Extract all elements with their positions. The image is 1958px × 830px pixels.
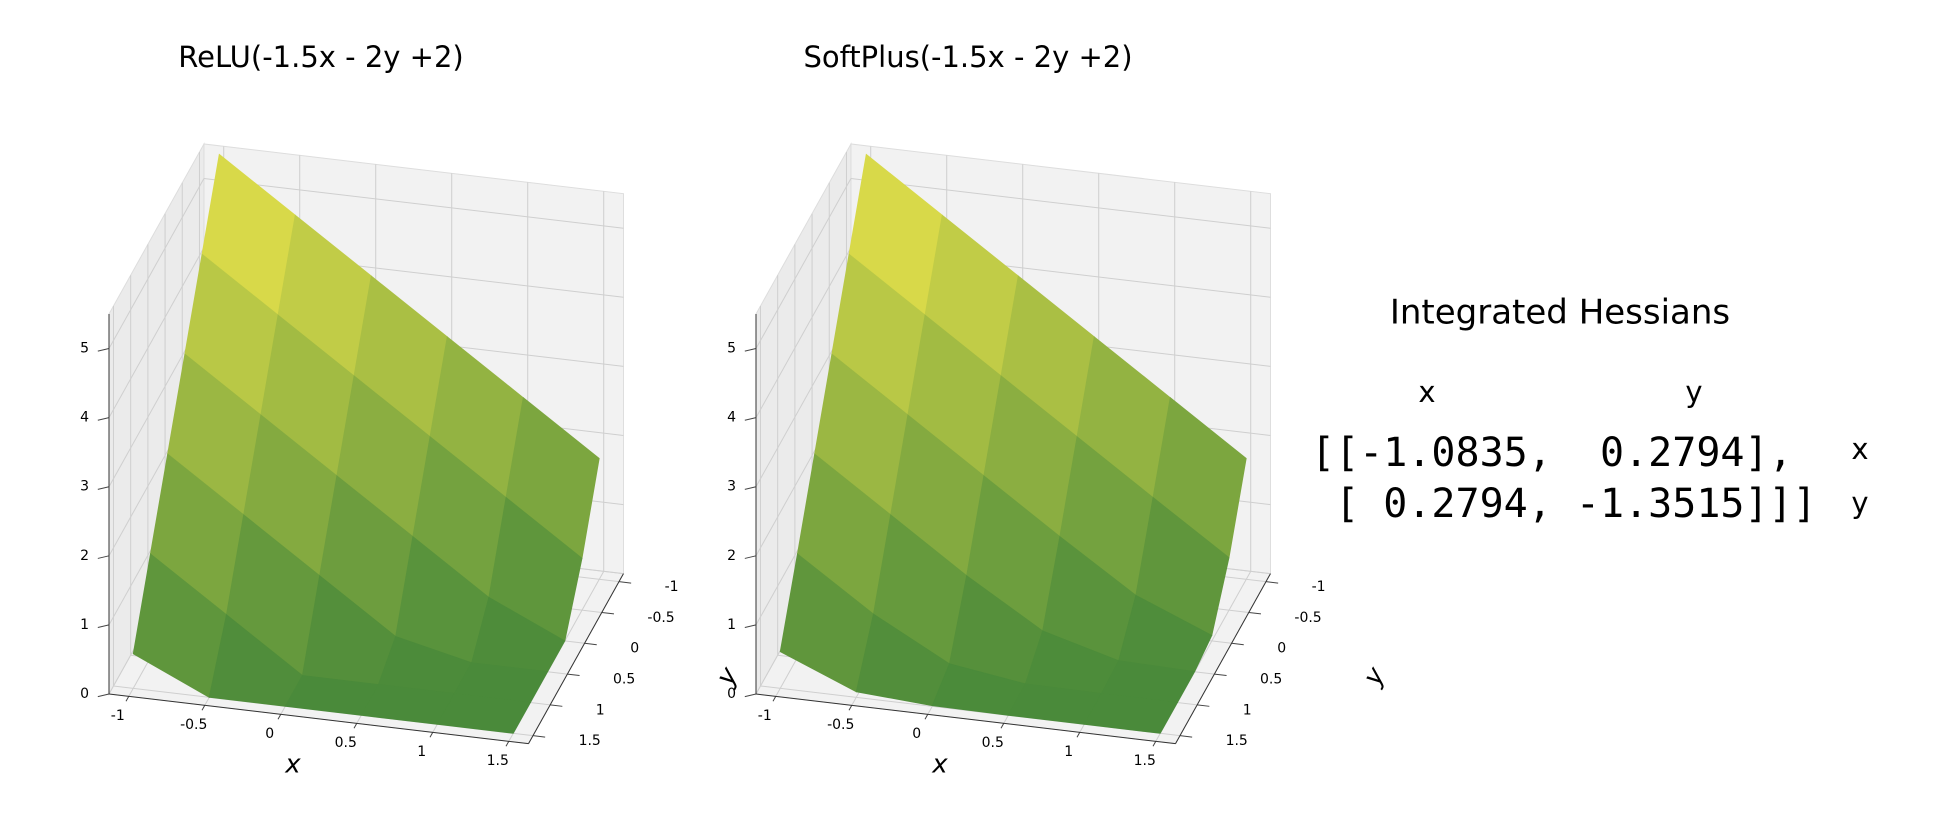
grid-line: [755, 178, 852, 349]
y-tick-label: 1.5: [579, 733, 601, 749]
tick-mark: [584, 642, 597, 646]
tick-mark: [1214, 673, 1227, 677]
z-tick-label: 1: [727, 617, 736, 633]
column-label: x: [1418, 375, 1435, 409]
tick-mark: [1265, 581, 1279, 584]
tick-mark: [125, 696, 130, 702]
x-tick-label: -0.5: [827, 717, 854, 733]
tick-mark: [97, 555, 110, 559]
z-tick-label: 4: [80, 410, 89, 426]
x-axis-label: x: [931, 750, 948, 780]
grid-line: [108, 178, 205, 349]
y-tick-label: 0.5: [1260, 671, 1282, 687]
tick-mark: [97, 417, 110, 421]
matrix-row: [[-1.0835, 0.2794],: [1311, 430, 1793, 476]
surface-patch: [1083, 693, 1179, 734]
tick-mark: [97, 486, 110, 490]
z-tick-label: 3: [727, 479, 736, 495]
z-tick-label: 2: [727, 548, 736, 564]
tick-mark: [744, 693, 757, 698]
grid-line: [203, 178, 624, 229]
chart-title: ReLU(-1.5x - 2y +2): [178, 40, 463, 74]
y-axis-label: y: [1357, 662, 1391, 692]
tick-mark: [601, 611, 615, 615]
y-tick-label: -0.5: [647, 610, 674, 626]
tick-mark: [772, 696, 777, 702]
tick-mark: [353, 723, 358, 729]
z-tick-label: 0: [727, 686, 736, 702]
tick-mark: [567, 673, 580, 677]
tick-mark: [744, 624, 757, 629]
surface-patch: [436, 693, 532, 734]
grid-line: [108, 247, 205, 418]
x-tick-label: -0.5: [180, 717, 207, 733]
y-tick-label: -1: [1312, 579, 1326, 595]
y-tick-label: 0: [1277, 641, 1286, 657]
tick-mark: [429, 732, 434, 738]
axis-line: [1175, 573, 1271, 744]
axis-line: [108, 693, 529, 745]
column-label: y: [1685, 375, 1702, 409]
z-tick-label: 3: [80, 479, 89, 495]
tick-mark: [201, 705, 206, 711]
x-tick-label: 1.5: [487, 753, 509, 769]
x-tick-label: 0.5: [982, 735, 1004, 751]
z-tick-label: 1: [80, 617, 89, 633]
x-tick-label: -1: [111, 708, 125, 724]
tick-mark: [848, 705, 853, 711]
x-tick-label: 0: [265, 726, 274, 742]
x-tick-label: 1: [1064, 744, 1073, 760]
x-axis-label: x: [284, 750, 301, 780]
tick-mark: [532, 735, 546, 738]
tick-mark: [1179, 735, 1193, 738]
z-tick-label: 5: [80, 341, 89, 357]
tick-mark: [97, 348, 110, 352]
tick-mark: [744, 555, 757, 559]
x-tick-label: 1.5: [1134, 753, 1156, 769]
hessian-title: Integrated Hessians: [1390, 293, 1730, 333]
tick-mark: [744, 417, 757, 421]
x-tick-label: 0.5: [335, 735, 357, 751]
y-tick-label: 0.5: [613, 671, 635, 687]
x-tick-label: -1: [758, 708, 772, 724]
tick-mark: [1152, 741, 1157, 747]
x-tick-label: 1: [417, 744, 426, 760]
tick-mark: [1000, 723, 1005, 729]
tick-mark: [505, 741, 510, 747]
y-tick-label: 1: [1243, 702, 1252, 718]
chart-panel: ReLU(-1.5x - 2y +2) -1 -0.5 0 0.5 1 1.5 -1 -0.5 0…: [80, 40, 745, 780]
y-tick-label: -0.5: [1294, 610, 1321, 626]
z-tick-label: 5: [727, 341, 736, 357]
tick-mark: [1248, 611, 1262, 615]
z-tick-label: 2: [80, 548, 89, 564]
z-tick-label: 4: [727, 410, 736, 426]
chart-panel: SoftPlus(-1.5x - 2y +2) -1 -0.5 0 0.5 1 1.5 -1 -…: [727, 40, 1392, 780]
grid-line: [850, 178, 1271, 229]
axis-line: [755, 693, 1176, 745]
row-label: x: [1851, 432, 1868, 466]
grid-line: [755, 247, 852, 418]
y-tick-label: 1: [596, 702, 605, 718]
tick-mark: [1076, 732, 1081, 738]
z-tick-label: 0: [80, 686, 89, 702]
tick-mark: [744, 486, 757, 490]
chart-title: SoftPlus(-1.5x - 2y +2): [803, 40, 1132, 74]
tick-mark: [97, 624, 110, 629]
y-tick-label: 0: [630, 641, 639, 657]
tick-mark: [1231, 642, 1244, 646]
tick-mark: [277, 714, 282, 720]
tick-mark: [744, 348, 757, 352]
y-tick-label: -1: [665, 579, 679, 595]
axis-line: [528, 573, 624, 744]
x-tick-label: 0: [912, 726, 921, 742]
tick-mark: [924, 714, 929, 720]
tick-mark: [550, 704, 563, 707]
tick-mark: [618, 581, 632, 584]
matrix-row: [ 0.2794, -1.3515]]]: [1311, 481, 1817, 527]
y-tick-label: 1.5: [1226, 733, 1248, 749]
row-label: y: [1851, 486, 1868, 520]
tick-mark: [97, 693, 110, 698]
tick-mark: [1197, 704, 1210, 707]
